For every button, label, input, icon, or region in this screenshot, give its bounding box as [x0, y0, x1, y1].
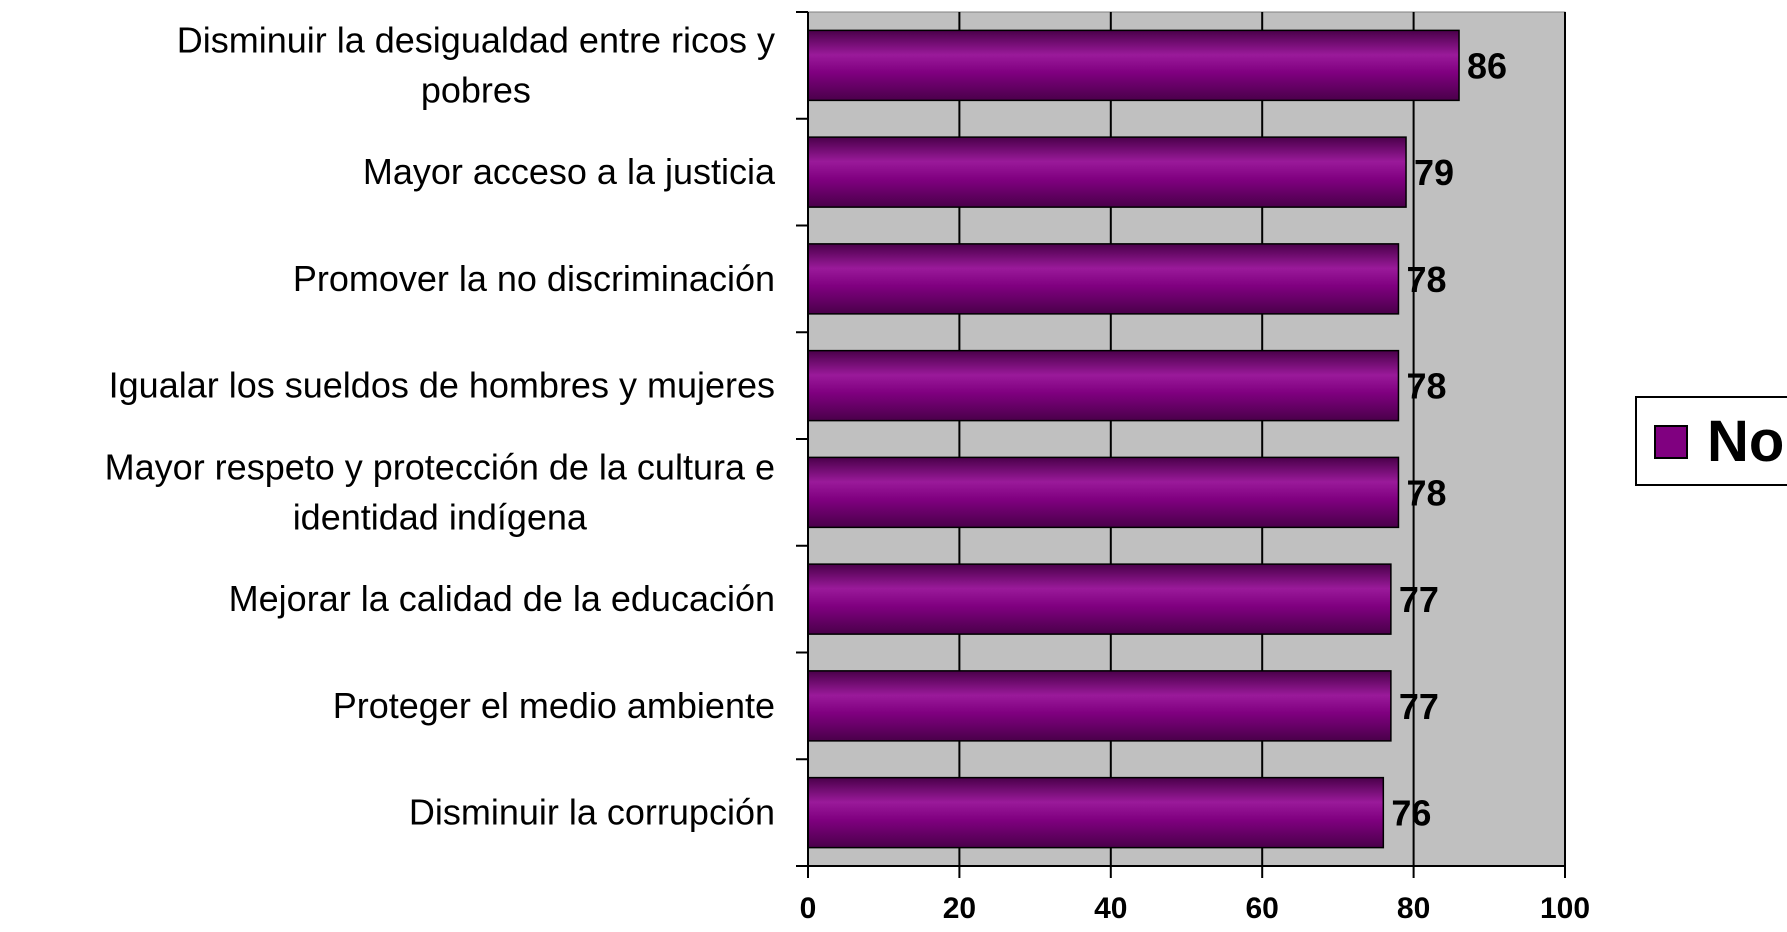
category-label-line: Igualar los sueldos de hombres y mujeres — [109, 365, 775, 406]
value-label-2: 79 — [1414, 152, 1454, 193]
category-label-line: Promover la no discriminación — [293, 258, 775, 299]
x-tick-label-60: 60 — [1246, 892, 1279, 925]
x-tick-label-20: 20 — [943, 892, 976, 925]
bar-1 — [807, 29, 1460, 102]
value-label-5: 78 — [1406, 472, 1446, 513]
value-label-6: 77 — [1399, 579, 1439, 620]
legend: No — [1635, 396, 1787, 486]
bar-7 — [807, 670, 1392, 742]
category-label-7: Proteger el medio ambiente — [333, 685, 775, 726]
bar-5 — [807, 456, 1400, 529]
x-tick-labels: 0 20 40 60 80 100 — [800, 892, 1590, 925]
x-tick-label-80: 80 — [1397, 892, 1430, 925]
category-label-5: Mayor respeto y protección de la cultura… — [105, 446, 775, 537]
category-label-3: Promover la no discriminación — [293, 258, 775, 299]
category-label-6: Mejorar la calidad de la educación — [229, 578, 775, 619]
category-label-line: pobres — [421, 69, 531, 110]
value-label-8: 76 — [1391, 793, 1431, 834]
legend-swatch — [1654, 425, 1688, 459]
value-label-1: 86 — [1467, 45, 1507, 86]
legend-label: No — [1707, 409, 1785, 474]
bar-4 — [807, 349, 1400, 422]
category-label-4: Igualar los sueldos de hombres y mujeres — [109, 365, 775, 406]
x-tick-label-100: 100 — [1540, 892, 1590, 925]
value-label-7: 77 — [1399, 686, 1439, 727]
category-labels: Disminuir la desigualdad entre ricos y po… — [105, 19, 776, 832]
bar-6 — [807, 563, 1392, 635]
value-labels: 86 79 78 78 78 77 77 76 — [1391, 45, 1507, 833]
x-tick-label-0: 0 — [800, 892, 817, 925]
category-label-line: Mejorar la calidad de la educación — [229, 578, 775, 619]
category-label-2: Mayor acceso a la justicia — [363, 151, 776, 192]
category-label-1: Disminuir la desigualdad entre ricos y po… — [177, 19, 775, 110]
category-label-line: Proteger el medio ambiente — [333, 685, 775, 726]
category-label-line: identidad indígena — [293, 496, 588, 537]
value-label-4: 78 — [1406, 366, 1446, 407]
category-label-line: Disminuir la desigualdad entre ricos y — [177, 19, 775, 60]
axes — [796, 11, 1566, 878]
bar-2 — [807, 136, 1407, 208]
x-tick-label-40: 40 — [1094, 892, 1127, 925]
category-label-line: Mayor acceso a la justicia — [363, 151, 776, 192]
bar-3 — [807, 243, 1400, 315]
value-label-3: 78 — [1406, 259, 1446, 300]
category-label-line: Disminuir la corrupción — [409, 792, 775, 833]
bar-8 — [807, 776, 1385, 849]
category-label-8: Disminuir la corrupción — [409, 792, 775, 833]
category-label-line: Mayor respeto y protección de la cultura… — [105, 446, 775, 487]
